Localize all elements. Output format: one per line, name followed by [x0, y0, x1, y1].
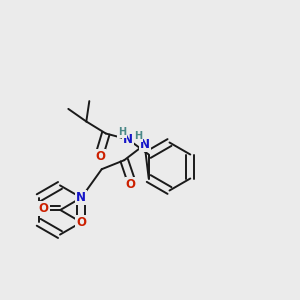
- Text: N: N: [123, 133, 133, 146]
- Text: N: N: [140, 138, 150, 151]
- Text: N: N: [76, 191, 86, 204]
- Text: O: O: [39, 202, 49, 215]
- Text: O: O: [126, 178, 136, 191]
- Text: H: H: [134, 131, 142, 141]
- Text: O: O: [76, 216, 86, 229]
- Text: O: O: [95, 149, 105, 163]
- Text: H: H: [118, 127, 126, 137]
